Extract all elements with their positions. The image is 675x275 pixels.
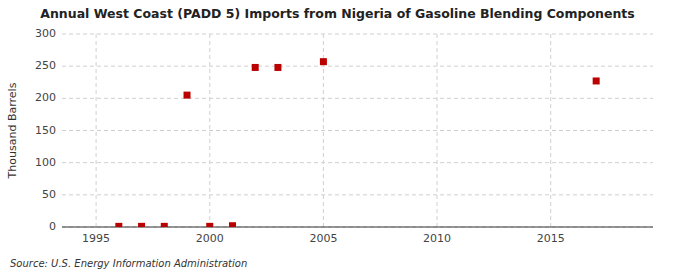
x-grid-line: [209, 34, 210, 227]
y-grid-line: [62, 66, 653, 67]
point: [115, 223, 122, 227]
point: [593, 77, 600, 84]
point: [274, 64, 281, 71]
title: Annual West Coast (PADD 5) Imports from …: [40, 6, 634, 21]
point: [252, 64, 259, 71]
chart-container: 0 50 100 150 200 250 300 1995 2000 2005 2010 2015 An…: [0, 0, 675, 275]
point: [320, 58, 327, 65]
x-grid-line: [550, 34, 551, 227]
y-grid-line: [62, 162, 653, 163]
x-grid-line: [96, 34, 97, 227]
y-axis-label: Thousand Barrels: [6, 82, 19, 179]
point: [206, 223, 213, 227]
x-tick-label: 2015: [537, 232, 565, 245]
y-grid-line: [62, 98, 653, 99]
x-tick-label: 1995: [82, 232, 110, 245]
point: [161, 223, 168, 227]
points: [115, 58, 599, 227]
y-tick-label: 50: [42, 188, 56, 201]
x-tick-label: 2000: [196, 232, 224, 245]
point: [184, 92, 191, 99]
y-tick-label: 150: [35, 124, 56, 137]
y-grid-line: [62, 227, 653, 228]
x-axis-line: [62, 227, 653, 228]
y-tick-label: 200: [35, 91, 56, 104]
y-grid-line: [62, 34, 653, 35]
x-tick-label: 2010: [423, 232, 451, 245]
x-tick-label: 2005: [309, 232, 337, 245]
chart-svg: 0 50 100 150 200 250 300 1995 2000 2005 2010 2015 An…: [0, 0, 675, 275]
point: [138, 223, 145, 227]
y-tick-label: 300: [35, 27, 56, 40]
y-grid-line: [62, 130, 653, 131]
y-tick-label: 100: [35, 156, 56, 169]
source-note: Source: U.S. Energy Information Administ…: [10, 258, 247, 269]
y-tick-label: 0: [49, 220, 56, 233]
y-tick-label: 250: [35, 59, 56, 72]
x-grid-line: [437, 34, 438, 227]
point: [229, 222, 236, 227]
grid: [62, 34, 653, 227]
page: {"chart_data": {"type": "scatter", "titl…: [0, 0, 675, 275]
y-grid-line: [62, 194, 653, 195]
